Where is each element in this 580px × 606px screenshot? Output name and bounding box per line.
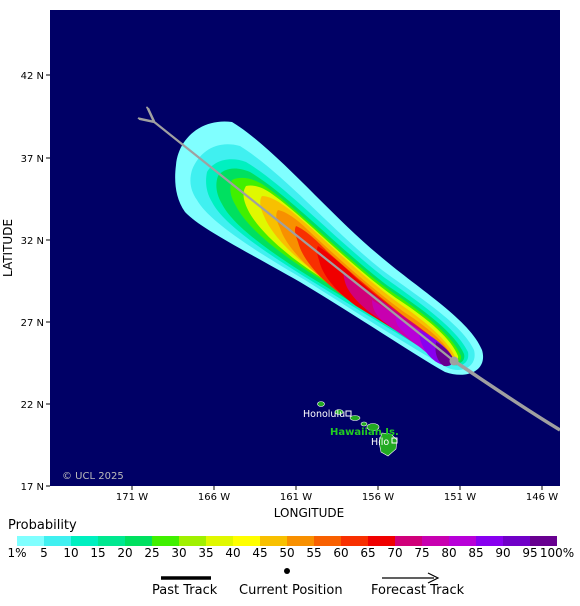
lat-tick-label: 27 N: [21, 318, 44, 329]
lat-tick-label: 17 N: [21, 482, 44, 493]
scale-swatch: [179, 536, 206, 546]
scale-label: 25: [144, 546, 160, 560]
lat-tick-label: 37 N: [21, 154, 44, 165]
axis-ticks: [46, 74, 543, 490]
scale-label: 30: [171, 546, 187, 560]
region-label-hawaiian-islands: Hawaiian Is.: [330, 427, 399, 438]
scale-swatch: [17, 536, 44, 546]
forecast-track-line: [153, 121, 455, 362]
storm-track: [153, 121, 560, 432]
lat-tick-label: 22 N: [21, 400, 44, 411]
scale-swatch: [233, 536, 260, 546]
scale-label: 65: [360, 546, 376, 560]
forecast-track-key-label: Forecast Track: [371, 583, 465, 598]
x-axis-title: LONGITUDE: [274, 506, 344, 520]
scale-swatch: [395, 536, 422, 546]
lon-tick-label: 161 W: [280, 492, 312, 503]
scale-swatch: [260, 536, 287, 546]
scale-label: 1%: [7, 546, 27, 560]
scale-label: 40: [225, 546, 241, 560]
scale-swatch: [530, 536, 557, 546]
place-label-honolulu: Honolulu: [303, 409, 345, 420]
scale-label: 80: [441, 546, 457, 560]
scale-swatch: [152, 536, 179, 546]
lon-tick-label: 171 W: [116, 492, 148, 503]
scale-swatch: [503, 536, 530, 546]
current-position-key-dot: [284, 568, 290, 574]
scale-label: 95: [522, 546, 538, 560]
scale-swatch: [98, 536, 125, 546]
scale-label: 75: [414, 546, 430, 560]
scale-label: 55: [306, 546, 322, 560]
probability-scale-labels: 1% 5 10 15 20 25 30 35 40 45 50 55 60 65 70 75 80 85 90 95 1…: [0, 546, 580, 562]
probability-color-scale: [17, 536, 557, 546]
scale-label: 90: [495, 546, 511, 560]
forecast-arrow-icon: [427, 572, 440, 584]
honolulu-marker-icon: [345, 410, 352, 417]
scale-swatch: [44, 536, 71, 546]
lon-tick-label: 156 W: [362, 492, 394, 503]
scale-swatch: [476, 536, 503, 546]
scale-label: 50: [279, 546, 295, 560]
past-track-line: [453, 359, 560, 432]
scale-label: 60: [333, 546, 349, 560]
scale-label: 70: [387, 546, 403, 560]
hilo-marker-icon: [391, 437, 398, 444]
scale-label: 45: [252, 546, 268, 560]
legend-title: Probability: [8, 518, 77, 533]
lat-tick-label: 42 N: [21, 71, 44, 82]
scale-label: 85: [468, 546, 484, 560]
place-label-hilo: Hilo: [371, 437, 389, 448]
scale-swatch: [341, 536, 368, 546]
scale-swatch: [314, 536, 341, 546]
scale-swatch: [449, 536, 476, 546]
scale-swatch: [125, 536, 152, 546]
scale-swatch: [422, 536, 449, 546]
scale-label: 15: [90, 546, 106, 560]
current-position-key-label: Current Position: [239, 583, 343, 598]
lon-tick-label: 166 W: [198, 492, 230, 503]
scale-swatch: [287, 536, 314, 546]
current-position-marker: [449, 356, 459, 366]
scale-label: 10: [63, 546, 79, 560]
lat-tick-label: 32 N: [21, 236, 44, 247]
copyright-text: © UCL 2025: [62, 471, 124, 482]
lon-tick-label: 151 W: [444, 492, 476, 503]
y-axis-title: LATITUDE: [1, 219, 15, 277]
scale-label: 100%: [539, 546, 575, 560]
scale-swatch: [71, 536, 98, 546]
scale-label: 20: [117, 546, 133, 560]
scale-label: 35: [198, 546, 214, 560]
past-track-key-label: Past Track: [152, 583, 218, 598]
scale-swatch: [368, 536, 395, 546]
scale-label: 5: [40, 546, 48, 560]
scale-swatch: [206, 536, 233, 546]
lon-tick-label: 146 W: [526, 492, 558, 503]
hawaiian-islands: [317, 401, 398, 457]
